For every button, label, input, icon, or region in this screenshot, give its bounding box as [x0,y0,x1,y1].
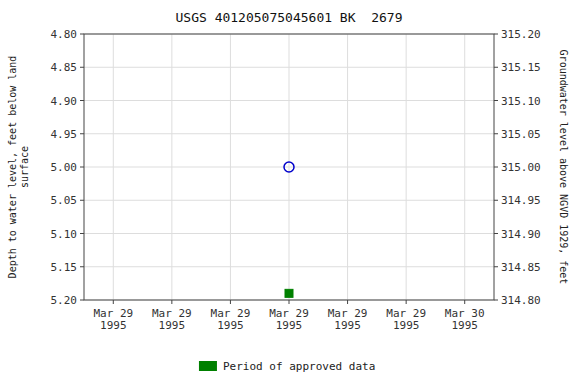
tick [347,300,348,304]
tick [494,266,498,267]
tick-label: 314.80 [501,294,541,307]
tick [80,133,84,134]
tick [494,200,498,201]
point [284,162,294,172]
tick-label: Mar 301995 [445,307,485,332]
tick [289,300,290,304]
tick [494,67,498,68]
tick-label: 315.15 [501,61,541,74]
tick-label: 315.05 [501,128,541,141]
tick [494,100,498,101]
tick [494,133,498,134]
title: USGS 401205075045601 BK 2679 [176,10,403,25]
grid-line [230,34,231,300]
point [285,289,293,297]
tick-label: 315.10 [501,95,541,108]
grid-line [406,34,407,300]
tick [80,300,84,301]
tick-label: 4.95 [51,128,78,141]
tick [80,34,84,35]
tick-label: Mar 291995 [152,307,192,332]
tick [80,233,84,234]
tick-label: 5.05 [51,194,78,207]
tick [80,167,84,168]
tick-label: 5.00 [51,161,78,174]
tick [171,300,172,304]
grid-line [113,34,114,300]
tick-label: Mar 291995 [269,307,309,332]
tick [230,300,231,304]
tick-label: 4.90 [51,95,78,108]
y2-axis-label-group: Groundwater level above NGVD 1929, feet [558,50,569,285]
tick [494,300,498,301]
grid [84,34,494,300]
grid-line [464,34,465,300]
tick-label: Mar 291995 [211,307,251,332]
tick [80,100,84,101]
tick [494,34,498,35]
tick-label: 315.20 [501,28,541,41]
grid-line [289,34,290,300]
tick [80,200,84,201]
tick-label: 5.15 [51,261,78,274]
tick-label: 5.20 [51,294,78,307]
series [285,289,293,297]
tick [464,300,465,304]
tick-label: 314.90 [501,228,541,241]
marks [284,162,294,297]
tick-label: 5.10 [51,228,78,241]
tick [494,167,498,168]
legend-swatch [199,361,217,371]
series [284,162,294,172]
tick-label: Mar 291995 [93,307,133,332]
chart: 4.80 4.85 4.90 4.95 5.00 5.05 5.10 5.15 5.20 314.… [0,0,576,384]
y2-axis-label: Groundwater level above NGVD 1929, feet [558,50,569,285]
grid-line [171,34,172,300]
tick-label: Mar 291995 [328,307,368,332]
tick [80,67,84,68]
tick [494,233,498,234]
y-axis-label: Depth to water level, feet below landsur… [7,56,30,279]
legend: Period of approved data [199,360,375,373]
tick-label: Mar 291995 [386,307,426,332]
tick-label: 314.85 [501,261,541,274]
tick-label: 4.80 [51,28,78,41]
tick-label: 4.85 [51,61,78,74]
tick [113,300,114,304]
axes: 4.80 4.85 4.90 4.95 5.00 5.05 5.10 5.15 5.20 314.… [51,28,541,332]
tick-label: 314.95 [501,194,541,207]
y-axis-label-group: Depth to water level, feet below landsur… [7,56,30,279]
background [0,0,576,384]
plot-frame [84,34,494,300]
tick [80,266,84,267]
legend-label: Period of approved data [223,360,375,373]
tick [406,300,407,304]
tick-label: 315.00 [501,161,541,174]
grid-line [347,34,348,300]
